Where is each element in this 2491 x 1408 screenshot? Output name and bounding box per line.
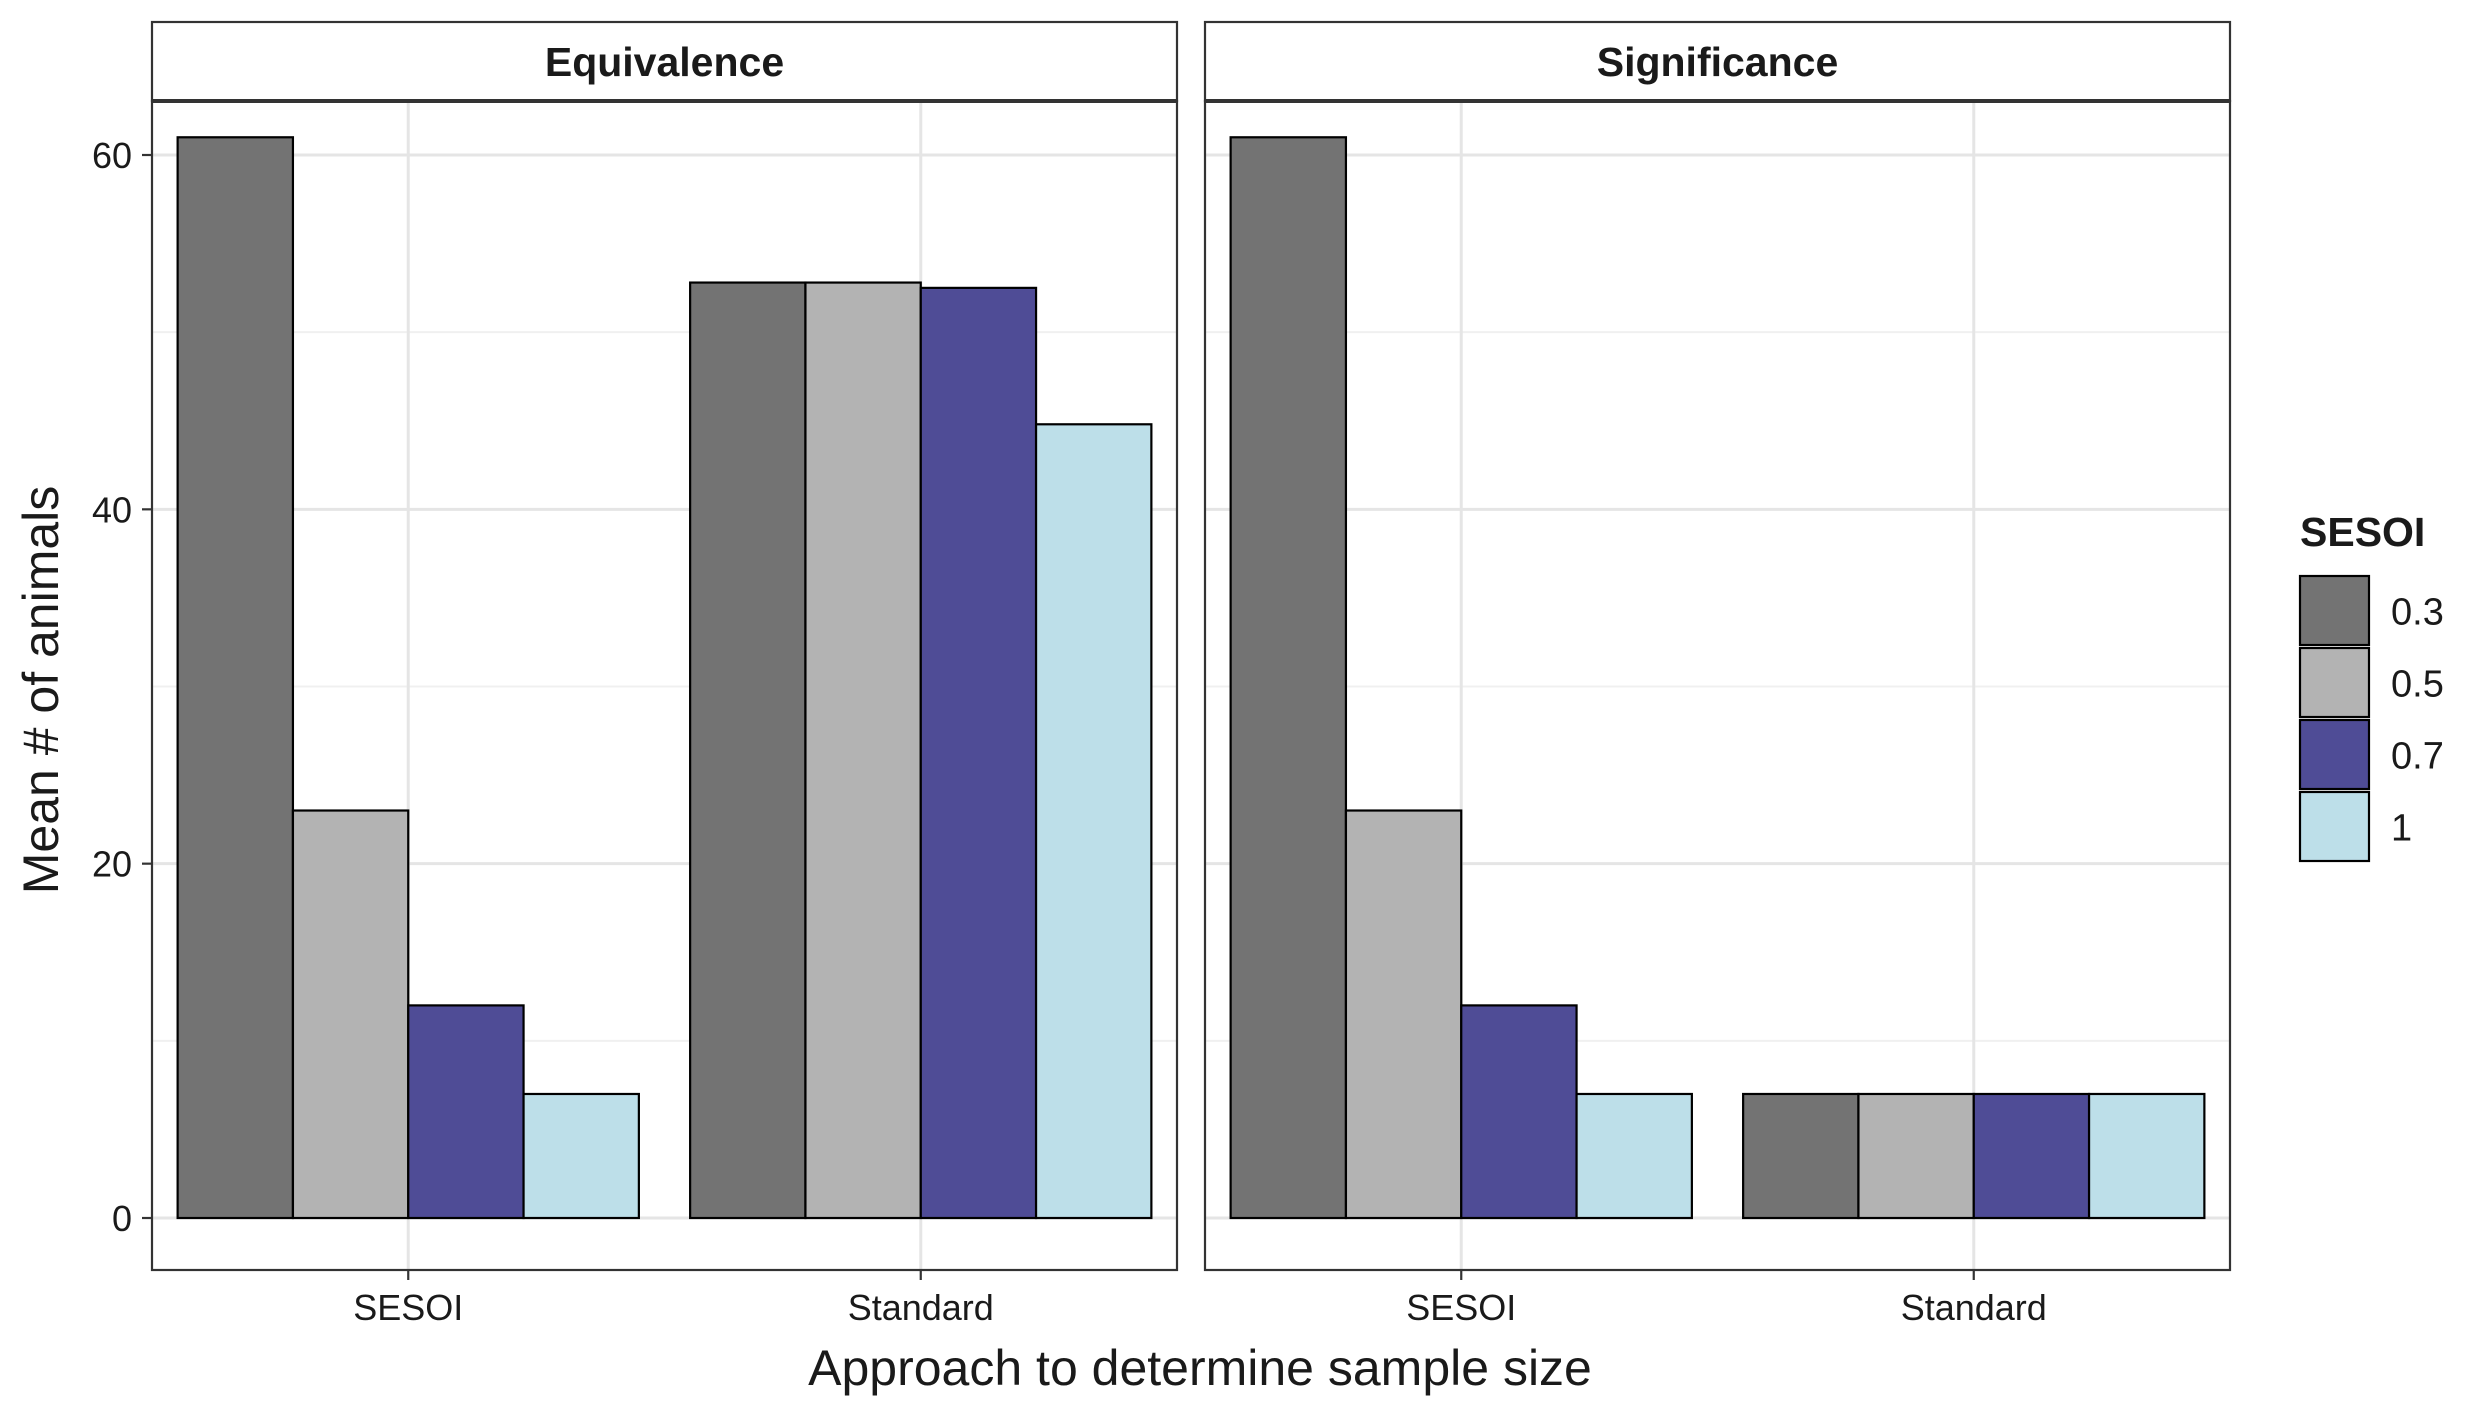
legend-key-0.3 [2298,574,2371,647]
bar-significance-standard-0.5 [1857,1092,1975,1220]
y-tick-label: 60 [92,135,132,176]
x-tick-label: Standard [1901,1287,2047,1328]
legend-title: SESOI [2300,509,2425,555]
bar-equivalence-sesoi-1 [522,1092,640,1220]
strip-box [1203,20,2232,103]
bar-significance-sesoi-0.7 [1460,1004,1578,1220]
bar-significance-sesoi-0.5 [1344,809,1463,1220]
legend-label-0.3: 0.3 [2391,592,2444,634]
bar-significance-sesoi-0.3 [1229,136,1348,1220]
x-tick-label: SESOI [1406,1287,1516,1328]
bar-significance-standard-0.3 [1742,1092,1860,1220]
legend: SESOI 0.3 0.5 0.7 1 [2298,509,2444,863]
x-tick-label: Standard [848,1287,994,1328]
bar-equivalence-standard-0.5 [804,281,922,1220]
y-axis-title: Mean # of animals [13,486,69,895]
bar-significance-standard-1 [2087,1092,2206,1220]
bar-equivalence-standard-0.3 [689,281,807,1220]
bar-equivalence-sesoi-0.5 [291,809,410,1220]
panels: Equivalence SESOI Standard 0 20 40 60 Significa… [92,20,2232,1328]
bar-significance-standard-0.7 [1972,1092,2091,1220]
bar-equivalence-standard-0.7 [919,286,1038,1220]
legend-key-0.7 [2298,718,2371,791]
legend-key-1 [2298,790,2371,863]
legend-label-0.5: 0.5 [2391,664,2444,706]
y-tick-label: 0 [112,1198,132,1239]
strip-title: Equivalence [545,39,784,85]
panel-significance: Significance SESOI Standard [1203,20,2232,1328]
bar-significance-sesoi-1 [1575,1092,1693,1220]
y-tick-label: 40 [92,489,132,530]
panel-equivalence: Equivalence SESOI Standard 0 20 40 60 [92,20,1179,1328]
bar-equivalence-standard-1 [1034,423,1153,1220]
legend-key-0.5 [2298,646,2371,719]
legend-label-1: 1 [2391,808,2412,850]
y-tick-label: 20 [92,844,132,885]
bar-equivalence-sesoi-0.7 [407,1004,525,1220]
x-tick-label: SESOI [353,1287,463,1328]
strip-title: Significance [1597,39,1839,85]
bar-equivalence-sesoi-0.3 [176,136,295,1220]
legend-label-0.7: 0.7 [2391,736,2444,778]
x-axis-title: Approach to determine sample size [808,1340,1592,1396]
